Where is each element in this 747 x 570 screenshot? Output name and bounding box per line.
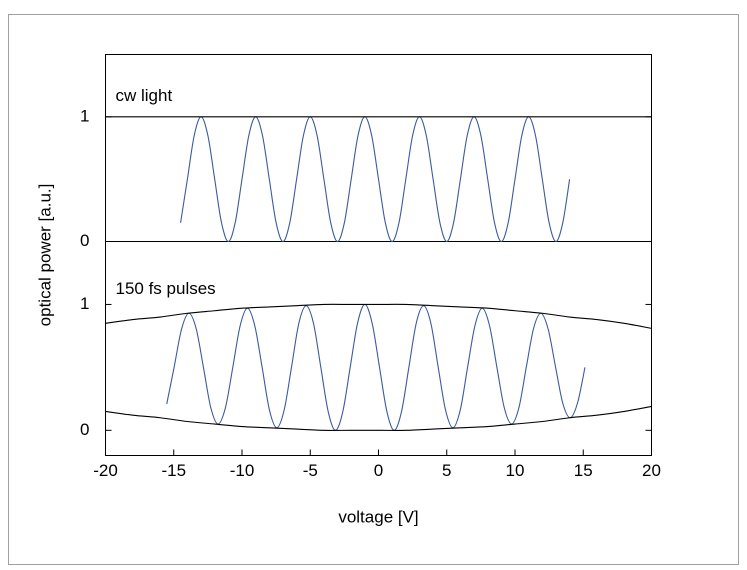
x-tick-label: -10 bbox=[230, 461, 255, 480]
data-line bbox=[105, 405, 652, 431]
x-tick-label: 10 bbox=[506, 461, 525, 480]
data-line bbox=[105, 303, 652, 329]
x-tick-label: 0 bbox=[374, 461, 383, 480]
x-tick-label: -5 bbox=[303, 461, 318, 480]
y-axis-label: optical power [a.u.] bbox=[35, 184, 54, 327]
panel-annotation: cw light bbox=[116, 86, 173, 105]
panel-annotation: 150 fs pulses bbox=[116, 279, 216, 298]
x-tick-label: 5 bbox=[442, 461, 451, 480]
data-line bbox=[166, 303, 586, 431]
figure-border bbox=[8, 14, 739, 565]
x-tick-label: 20 bbox=[642, 461, 661, 480]
x-tick-label: -20 bbox=[93, 461, 118, 480]
y-tick-label: 0 bbox=[80, 231, 89, 250]
y-tick-label: 1 bbox=[80, 294, 89, 313]
x-axis-label: voltage [V] bbox=[338, 507, 418, 526]
y-tick-label: 0 bbox=[80, 420, 89, 439]
x-tick-label: 15 bbox=[574, 461, 593, 480]
y-tick-label: 1 bbox=[80, 106, 89, 125]
x-tick-label: -15 bbox=[161, 461, 186, 480]
data-line bbox=[180, 116, 571, 243]
